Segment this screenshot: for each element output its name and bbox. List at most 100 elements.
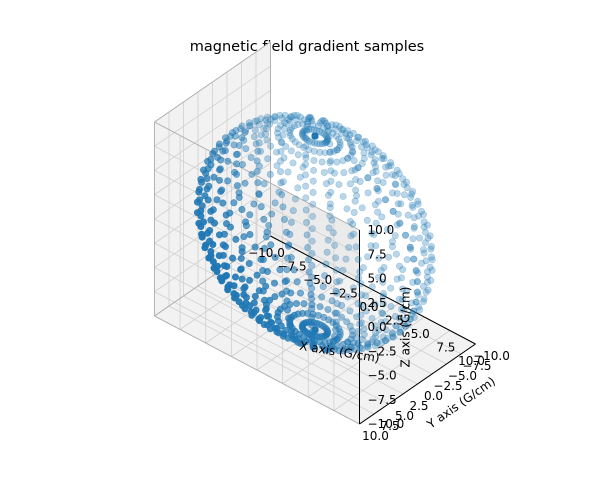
data-point: [385, 162, 393, 170]
data-point: [352, 334, 360, 342]
data-point: [406, 315, 414, 323]
data-point: [399, 175, 407, 183]
x-tick-label: −7.5: [278, 260, 307, 274]
data-point: [286, 126, 294, 134]
data-point: [329, 129, 337, 137]
data-point: [342, 129, 350, 137]
data-point: [374, 273, 382, 281]
data-point: [308, 249, 316, 257]
data-point: [412, 267, 420, 275]
data-point: [327, 177, 335, 185]
data-point: [206, 237, 214, 245]
data-point: [311, 132, 319, 140]
data-point: [381, 196, 389, 204]
data-point: [309, 121, 317, 129]
data-point: [388, 329, 396, 337]
data-point: [266, 170, 274, 178]
data-point: [263, 113, 271, 121]
data-point: [387, 162, 395, 170]
data-point: [388, 189, 396, 197]
data-point: [410, 255, 418, 263]
data-point: [349, 148, 357, 156]
data-point: [284, 306, 292, 314]
data-point: [396, 328, 404, 336]
data-point: [311, 132, 319, 140]
data-point: [358, 336, 366, 344]
data-point: [229, 129, 237, 137]
data-point: [214, 153, 222, 161]
data-point: [413, 288, 421, 296]
data-point: [331, 169, 339, 177]
data-point: [373, 339, 381, 347]
data-point: [245, 119, 253, 127]
data-points: [193, 111, 436, 355]
data-point: [310, 156, 318, 164]
data-point: [403, 256, 411, 264]
data-point: [415, 212, 423, 220]
data-point: [305, 113, 313, 121]
data-point: [280, 154, 288, 162]
data-point: [311, 132, 319, 140]
data-point: [327, 188, 335, 196]
data-point: [332, 322, 340, 330]
data-point: [344, 338, 352, 346]
data-point: [402, 231, 410, 239]
data-point: [231, 132, 239, 140]
data-point: [360, 331, 368, 339]
data-point: [402, 322, 410, 330]
data-point: [368, 142, 376, 150]
z-tick-label: 5.0: [368, 272, 387, 286]
data-point: [346, 180, 354, 188]
data-point: [370, 159, 378, 167]
data-point: [279, 203, 287, 211]
x-tick-label: 0.0: [359, 300, 378, 314]
data-point: [374, 148, 382, 156]
data-point: [278, 114, 286, 122]
data-point: [308, 138, 316, 146]
data-point: [400, 191, 408, 199]
data-point: [414, 269, 422, 277]
data-point: [271, 113, 279, 121]
data-point: [271, 253, 279, 261]
data-point: [311, 132, 319, 140]
data-point: [282, 119, 290, 127]
data-point: [296, 289, 304, 297]
data-point: [328, 216, 336, 224]
data-point: [270, 113, 278, 121]
data-point: [284, 254, 292, 262]
data-point: [260, 180, 268, 188]
data-point: [336, 328, 344, 336]
data-point: [414, 200, 422, 208]
data-point: [235, 141, 243, 149]
data-point: [326, 212, 334, 220]
data-point: [335, 325, 343, 333]
data-point: [422, 257, 430, 265]
data-point: [284, 168, 292, 176]
data-point: [303, 128, 311, 136]
data-point: [311, 132, 319, 140]
data-point: [267, 142, 275, 150]
data-point: [316, 303, 324, 311]
data-point: [388, 330, 396, 338]
data-point: [329, 319, 337, 327]
data-point: [304, 118, 312, 126]
data-point: [309, 177, 317, 185]
data-point: [338, 313, 346, 321]
data-point: [346, 322, 354, 330]
data-point: [360, 325, 368, 333]
data-point: [407, 193, 415, 201]
data-point: [399, 266, 407, 274]
data-point: [266, 120, 274, 128]
data-point: [213, 196, 221, 204]
data-point: [271, 199, 279, 207]
data-point: [281, 111, 289, 119]
data-point: [306, 279, 314, 287]
data-point: [409, 203, 417, 211]
data-point: [294, 151, 302, 159]
data-point: [357, 319, 365, 327]
data-point: [322, 138, 330, 146]
x-tick-label: 10.0: [458, 354, 485, 368]
data-point: [311, 132, 319, 140]
data-point: [316, 148, 324, 156]
data-point: [378, 339, 386, 347]
